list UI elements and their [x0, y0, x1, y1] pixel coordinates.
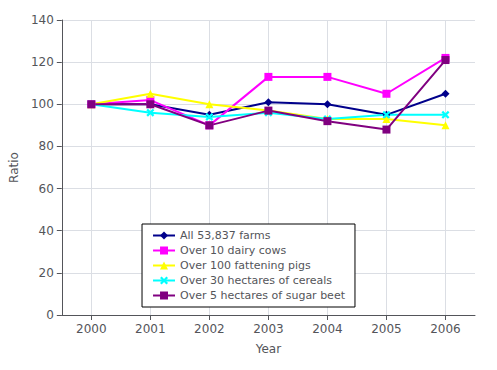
svg-text:80: 80 [39, 139, 54, 153]
svg-text:140: 140 [31, 13, 54, 27]
svg-text:2006: 2006 [430, 322, 461, 336]
svg-text:2005: 2005 [371, 322, 402, 336]
svg-text:120: 120 [31, 55, 54, 69]
svg-text:2000: 2000 [76, 322, 107, 336]
svg-text:2002: 2002 [194, 322, 225, 336]
svg-text:20: 20 [39, 266, 54, 280]
svg-text:2004: 2004 [312, 322, 343, 336]
svg-text:Over 30 hectares of cereals: Over 30 hectares of cereals [180, 274, 332, 287]
svg-text:2003: 2003 [253, 322, 284, 336]
svg-text:2001: 2001 [135, 322, 166, 336]
svg-text:Year: Year [255, 342, 281, 356]
svg-text:All 53,837 farms: All 53,837 farms [180, 229, 271, 242]
svg-text:Over 100 fattening pigs: Over 100 fattening pigs [180, 259, 311, 272]
svg-text:60: 60 [39, 182, 54, 196]
svg-text:Ratio: Ratio [7, 152, 21, 183]
svg-text:100: 100 [31, 97, 54, 111]
svg-text:Over 5 hectares of sugar beet: Over 5 hectares of sugar beet [180, 289, 346, 302]
svg-text:0: 0 [46, 308, 54, 322]
svg-text:Over 10 dairy cows: Over 10 dairy cows [180, 244, 287, 257]
svg-text:40: 40 [39, 224, 54, 238]
